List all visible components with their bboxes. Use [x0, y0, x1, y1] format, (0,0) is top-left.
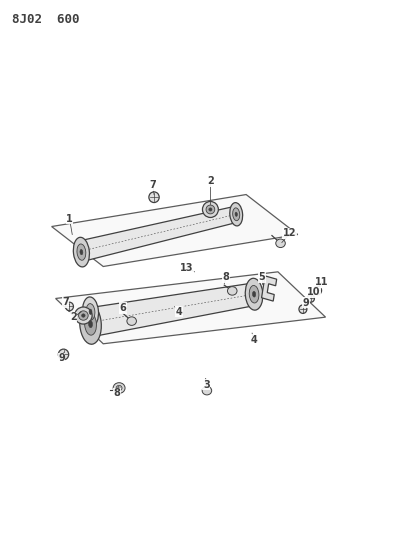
Ellipse shape — [82, 314, 85, 317]
Ellipse shape — [202, 201, 218, 217]
Ellipse shape — [245, 278, 263, 310]
Ellipse shape — [83, 297, 98, 327]
Ellipse shape — [73, 237, 89, 267]
Polygon shape — [78, 206, 237, 262]
Ellipse shape — [80, 304, 101, 344]
Ellipse shape — [202, 386, 212, 395]
Text: 8: 8 — [114, 389, 121, 398]
Text: 3: 3 — [203, 380, 210, 390]
Text: 8J02  600: 8J02 600 — [12, 13, 79, 26]
Ellipse shape — [127, 317, 137, 325]
Text: 7: 7 — [149, 181, 156, 190]
Text: 8: 8 — [223, 272, 230, 282]
Ellipse shape — [252, 292, 256, 297]
Polygon shape — [56, 272, 326, 344]
Polygon shape — [52, 195, 298, 266]
Text: 9: 9 — [58, 353, 65, 363]
Text: 13: 13 — [180, 263, 193, 272]
Ellipse shape — [66, 302, 73, 311]
Text: 12: 12 — [283, 229, 297, 238]
Polygon shape — [262, 276, 277, 301]
Ellipse shape — [75, 307, 92, 324]
Ellipse shape — [209, 208, 212, 211]
Ellipse shape — [149, 192, 159, 203]
Ellipse shape — [77, 244, 86, 260]
Ellipse shape — [206, 205, 215, 214]
Ellipse shape — [235, 212, 237, 216]
Ellipse shape — [89, 320, 93, 328]
Text: 7: 7 — [62, 297, 69, 307]
Ellipse shape — [79, 311, 88, 320]
Ellipse shape — [116, 385, 122, 391]
Text: 5: 5 — [258, 272, 266, 282]
Ellipse shape — [85, 313, 96, 335]
Ellipse shape — [230, 203, 243, 226]
Ellipse shape — [307, 295, 314, 302]
Polygon shape — [88, 283, 255, 337]
Text: 1: 1 — [66, 214, 73, 223]
Ellipse shape — [227, 287, 237, 295]
Ellipse shape — [299, 305, 307, 313]
Text: 9: 9 — [302, 298, 309, 308]
Ellipse shape — [58, 349, 69, 360]
Ellipse shape — [80, 249, 83, 255]
Ellipse shape — [113, 383, 125, 393]
Text: 4: 4 — [251, 335, 258, 345]
Ellipse shape — [86, 304, 95, 320]
Ellipse shape — [249, 286, 259, 303]
Ellipse shape — [276, 239, 285, 247]
Ellipse shape — [233, 208, 240, 221]
Text: 10: 10 — [307, 287, 320, 297]
Text: 6: 6 — [119, 303, 127, 313]
Ellipse shape — [89, 309, 92, 314]
Ellipse shape — [314, 286, 322, 295]
Text: 11: 11 — [315, 278, 328, 287]
Text: 2: 2 — [70, 312, 77, 322]
Text: 2: 2 — [207, 176, 214, 186]
Text: 4: 4 — [175, 307, 182, 317]
